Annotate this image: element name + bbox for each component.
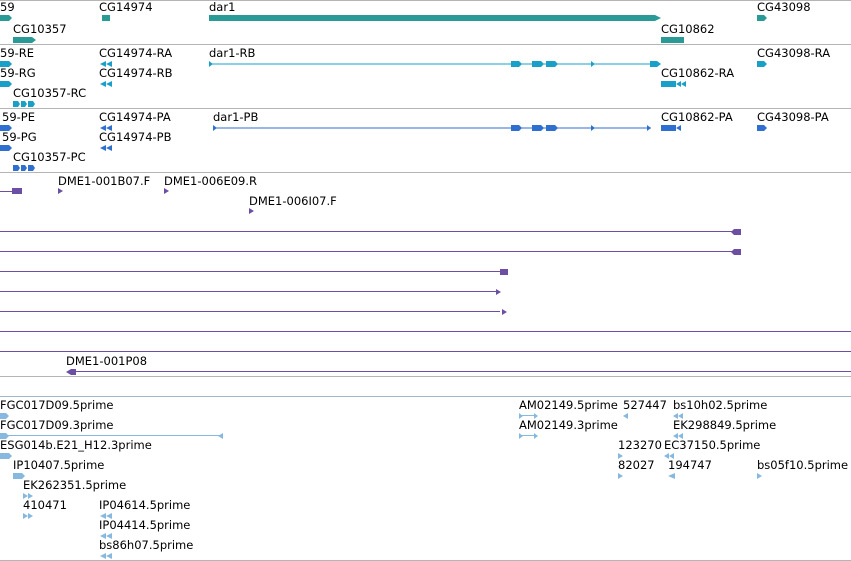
est-label[interactable]: 527447	[623, 398, 667, 412]
bac-label[interactable]: DME1-006I07.F	[249, 194, 337, 208]
transcript-label[interactable]: 59-RE	[0, 46, 35, 60]
protein-label[interactable]: dar1-PB	[213, 110, 259, 124]
track-separator	[0, 396, 851, 397]
transcript-label[interactable]: CG10357-RC	[13, 86, 87, 100]
est-label[interactable]: IP04414.5prime	[99, 518, 191, 532]
est-label[interactable]: FGC017D09.5prime	[0, 398, 114, 412]
protein-glyphs[interactable]	[0, 108, 851, 172]
est-label[interactable]: 123270	[618, 438, 662, 452]
gene-glyphs[interactable]	[0, 0, 851, 44]
est-label[interactable]: AM02149.3prime	[519, 418, 618, 432]
gene-label[interactable]: CG10357	[13, 22, 67, 36]
protein-label[interactable]: CG14974-PA	[99, 110, 171, 124]
est-label[interactable]: IP04614.5prime	[99, 498, 191, 512]
bac-label[interactable]: DME1-001B07.F	[58, 174, 151, 188]
transcript-label[interactable]: CG10862-RA	[661, 66, 735, 80]
protein-label[interactable]: CG10357-PC	[13, 150, 86, 164]
bac-glyphs[interactable]	[0, 172, 851, 376]
protein-label[interactable]: 59-PG	[2, 130, 37, 144]
est-label[interactable]: bs86h07.5prime	[99, 538, 194, 552]
track-separator	[0, 108, 851, 109]
gene-label[interactable]: 59	[0, 0, 15, 14]
gene-label[interactable]: CG14974	[99, 0, 153, 14]
protein-label[interactable]: 59-PE	[2, 110, 35, 124]
bac-label[interactable]: DME1-001P08	[66, 354, 148, 368]
est-label[interactable]: EK298849.5prime	[673, 418, 777, 432]
track-separator	[0, 172, 851, 173]
transcript-glyphs[interactable]	[0, 44, 851, 108]
gene-label[interactable]: dar1	[209, 0, 236, 14]
protein-label[interactable]: CG10862-PA	[661, 110, 733, 124]
est-label[interactable]: AM02149.5prime	[519, 398, 618, 412]
track-separator	[0, 0, 851, 1]
gene-label[interactable]: CG43098	[757, 0, 811, 14]
est-label[interactable]: bs05f10.5prime	[757, 458, 849, 472]
bac-label[interactable]: DME1-006E09.R	[164, 174, 258, 188]
est-label[interactable]: IP10407.5prime	[13, 458, 105, 472]
est-label[interactable]: 82027	[618, 458, 655, 472]
est-label[interactable]: FGC017D09.3prime	[0, 418, 114, 432]
gene-label[interactable]: CG10862	[661, 22, 715, 36]
est-label[interactable]: 410471	[23, 498, 67, 512]
transcript-label[interactable]: CG43098-RA	[757, 46, 831, 60]
est-label[interactable]: EC37150.5prime	[664, 438, 761, 452]
transcript-label[interactable]: CG14974-RB	[99, 66, 173, 80]
transcript-label[interactable]: 59-RG	[0, 66, 36, 80]
track-separator	[0, 376, 851, 377]
est-label[interactable]: EK262351.5prime	[23, 478, 127, 492]
est-label[interactable]: 194747	[668, 458, 712, 472]
protein-label[interactable]: CG43098-PA	[757, 110, 829, 124]
transcript-label[interactable]: dar1-RB	[209, 46, 256, 60]
est-glyphs[interactable]	[0, 396, 851, 560]
track-separator	[0, 44, 851, 45]
est-label[interactable]: ESG014b.E21_H12.3prime	[0, 438, 152, 452]
est-label[interactable]: bs10h02.5prime	[673, 398, 768, 412]
protein-label[interactable]: CG14974-PB	[99, 130, 172, 144]
transcript-label[interactable]: CG14974-RA	[99, 46, 173, 60]
